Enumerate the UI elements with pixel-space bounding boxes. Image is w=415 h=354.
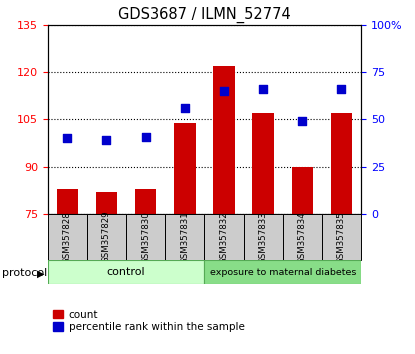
- Bar: [48, 214, 87, 260]
- Bar: [244, 214, 283, 260]
- Point: [181, 105, 188, 111]
- Bar: [213, 66, 235, 214]
- Point: [221, 88, 227, 94]
- Bar: [205, 260, 361, 284]
- Bar: [174, 122, 195, 214]
- Text: GSM357835: GSM357835: [337, 211, 346, 264]
- Bar: [126, 214, 165, 260]
- Point: [299, 119, 305, 124]
- Bar: [205, 214, 244, 260]
- Point: [103, 137, 110, 143]
- Text: exposure to maternal diabetes: exposure to maternal diabetes: [210, 268, 356, 276]
- Text: GSM357833: GSM357833: [259, 211, 268, 264]
- Text: GSM357828: GSM357828: [63, 211, 72, 264]
- Bar: [165, 214, 204, 260]
- Bar: [48, 260, 205, 284]
- Text: ▶: ▶: [37, 268, 44, 278]
- Legend: count, percentile rank within the sample: count, percentile rank within the sample: [53, 310, 244, 332]
- Bar: [283, 214, 322, 260]
- Bar: [252, 113, 274, 214]
- Point: [260, 86, 266, 92]
- Text: GSM357831: GSM357831: [180, 211, 189, 264]
- Bar: [291, 167, 313, 214]
- Bar: [96, 192, 117, 214]
- Bar: [87, 214, 126, 260]
- Title: GDS3687 / ILMN_52774: GDS3687 / ILMN_52774: [118, 7, 291, 23]
- Text: GSM357832: GSM357832: [220, 211, 229, 264]
- Text: GSM357830: GSM357830: [141, 211, 150, 264]
- Bar: [331, 113, 352, 214]
- Bar: [56, 189, 78, 214]
- Point: [142, 134, 149, 139]
- Text: GSM357829: GSM357829: [102, 211, 111, 263]
- Point: [64, 136, 71, 141]
- Text: protocol: protocol: [2, 268, 47, 278]
- Bar: [135, 189, 156, 214]
- Text: control: control: [107, 267, 145, 277]
- Bar: [322, 214, 361, 260]
- Point: [338, 86, 345, 92]
- Text: GSM357834: GSM357834: [298, 211, 307, 264]
